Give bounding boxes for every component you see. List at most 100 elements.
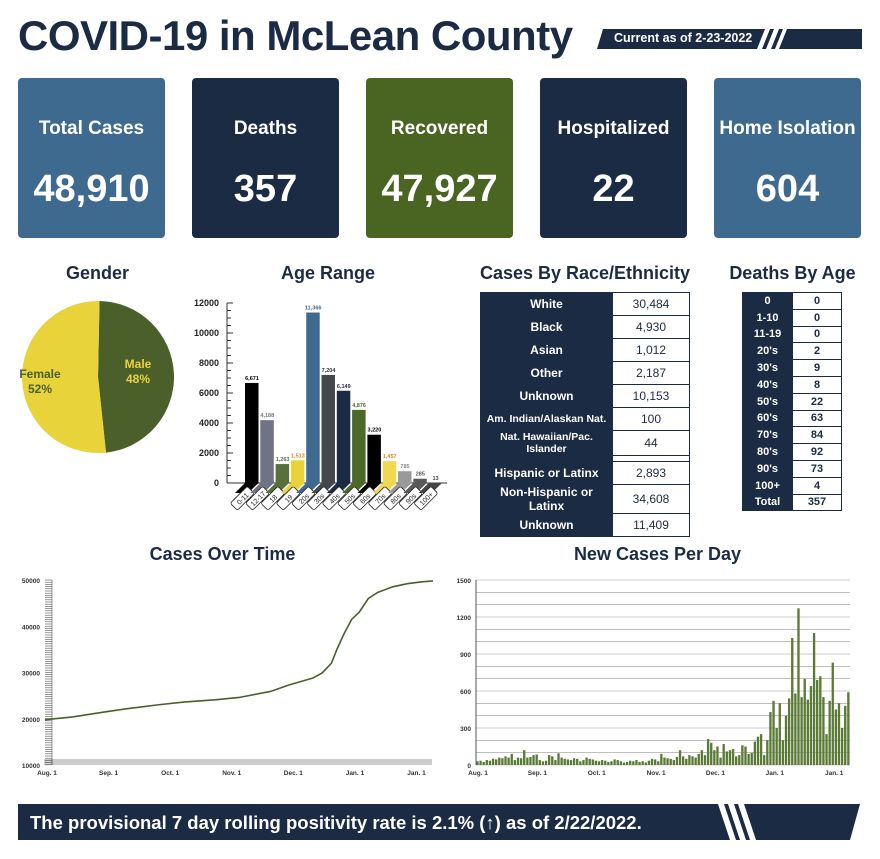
deaths-by-age-title: Deaths By Age <box>729 263 856 283</box>
new-cases-bar <box>809 686 813 765</box>
x-tick-box <box>337 486 361 510</box>
x-tick-label: Dec. 1 <box>284 770 304 777</box>
race-row: Black 4,930 <box>480 315 690 339</box>
age-group: 20's <box>742 342 793 361</box>
ethnicity-value: 11,409 <box>612 513 690 537</box>
new-cases-bar <box>607 761 610 765</box>
age-bar-70s <box>382 461 397 483</box>
death-count: 4 <box>792 476 842 495</box>
new-cases-bar <box>557 753 560 765</box>
new-cases-bar <box>713 750 716 765</box>
new-cases-bar <box>576 758 579 765</box>
new-cases-bar <box>641 761 644 765</box>
new-cases-bar <box>725 751 728 765</box>
new-cases-bar <box>488 760 492 765</box>
race-label: Am. Indian/Alaskan Nat. <box>480 407 613 431</box>
race-row: White 30,484 <box>480 292 690 316</box>
new-cases-bar <box>840 728 844 765</box>
new-cases-bar <box>616 760 619 765</box>
new-cases-bar <box>507 757 510 765</box>
age-bar-value: 785 <box>400 464 409 470</box>
race-label: Asian <box>480 338 613 362</box>
new-cases-bar <box>806 699 810 765</box>
new-cases-bar <box>610 761 613 765</box>
y-tick-label: 4000 <box>199 418 219 428</box>
new-cases-bar <box>644 762 647 765</box>
y-tick-label: 300 <box>460 726 471 733</box>
age-bar-value: 285 <box>416 472 425 478</box>
new-cases-bar <box>551 756 554 765</box>
x-tick-box <box>414 486 438 510</box>
new-cases-bar <box>787 698 791 765</box>
new-cases-bar <box>594 760 598 765</box>
race-row: Am. Indian/Alaskan Nat. 100 <box>480 407 690 431</box>
stat-label: Recovered <box>390 118 489 139</box>
new-cases-bar <box>622 762 626 765</box>
new-cases-bar <box>613 759 616 765</box>
race-label: Unknown <box>480 384 613 408</box>
new-cases-bar <box>495 759 498 765</box>
stat-card-total-cases: Total Cases 48,910 <box>18 78 165 238</box>
new-cases-bar <box>803 678 806 765</box>
race-value: 2,187 <box>612 361 690 385</box>
race-row: Nat. Hawaiian/Pac. Islander 44 <box>480 430 690 456</box>
age-bar-20s <box>306 312 320 483</box>
new-cases-bar <box>513 760 517 765</box>
new-cases-bar <box>660 753 663 765</box>
age-bar-value: 11,366 <box>305 306 322 312</box>
new-cases-bar <box>685 758 688 765</box>
new-cases-bar <box>734 756 738 765</box>
new-cases-bar <box>638 761 641 765</box>
new-cases-bar <box>791 637 794 765</box>
ethnicity-value: 2,893 <box>612 461 690 485</box>
stat-value: 604 <box>755 168 820 210</box>
date-badge <box>597 29 862 49</box>
new-cases-chart: 0 300 600 900 1200 1500 Aug. 1 Sep. 1 Oct. 1 Nov.… <box>457 578 850 777</box>
page-title: COVID-19 in McLean County <box>18 12 573 59</box>
death-count: 0 <box>792 292 842 310</box>
death-count: 9 <box>792 359 842 377</box>
new-cases-bar <box>741 745 744 765</box>
new-cases-bar <box>663 757 666 765</box>
new-cases-bar <box>585 757 588 765</box>
new-cases-bar <box>657 761 660 765</box>
new-cases-bar <box>769 711 772 765</box>
new-cases-bar <box>703 755 707 765</box>
x-tick-box <box>368 486 392 510</box>
new-cases-bar <box>837 703 841 765</box>
race-table: White 30,484 Black 4,930 Asian 1,012 Other 2,18… <box>480 292 690 537</box>
age-bar-19 <box>290 460 305 483</box>
x-tick-label: 18 <box>269 494 280 505</box>
age-bar-value: 6,149 <box>337 384 351 390</box>
new-cases-bar <box>716 746 719 765</box>
ethnicity-row: Unknown 11,409 <box>480 513 690 537</box>
x-tick-box <box>322 486 346 510</box>
new-cases-bar <box>844 705 847 765</box>
new-cases-bar <box>563 758 566 765</box>
death-count: 84 <box>792 426 842 445</box>
new-cases-bar <box>822 697 825 765</box>
new-cases-bar <box>775 728 778 765</box>
new-cases-bar <box>831 662 834 765</box>
race-row: Asian 1,012 <box>480 338 690 362</box>
pie-slice-male <box>98 301 175 453</box>
new-cases-bar <box>666 758 669 765</box>
new-cases-bar <box>569 760 573 765</box>
new-cases-bar <box>516 757 520 765</box>
deaths-row: 11-19 0 <box>742 325 842 344</box>
y-tick-label: 8000 <box>199 358 219 368</box>
new-cases-bar <box>554 760 557 765</box>
death-count: 0 <box>792 325 842 344</box>
new-cases-bar <box>828 700 831 765</box>
deaths-row: 90's 73 <box>742 459 842 478</box>
new-cases-bar <box>688 755 691 765</box>
y-tick-label: 0 <box>214 478 219 488</box>
death-count: 73 <box>792 459 842 478</box>
new-cases-bar <box>498 757 501 765</box>
new-cases-bar <box>532 755 535 765</box>
y-tick-label: 12000 <box>194 298 219 308</box>
new-cases-bar <box>772 700 775 765</box>
death-count: 2 <box>792 342 842 361</box>
new-cases-bar <box>629 760 632 765</box>
